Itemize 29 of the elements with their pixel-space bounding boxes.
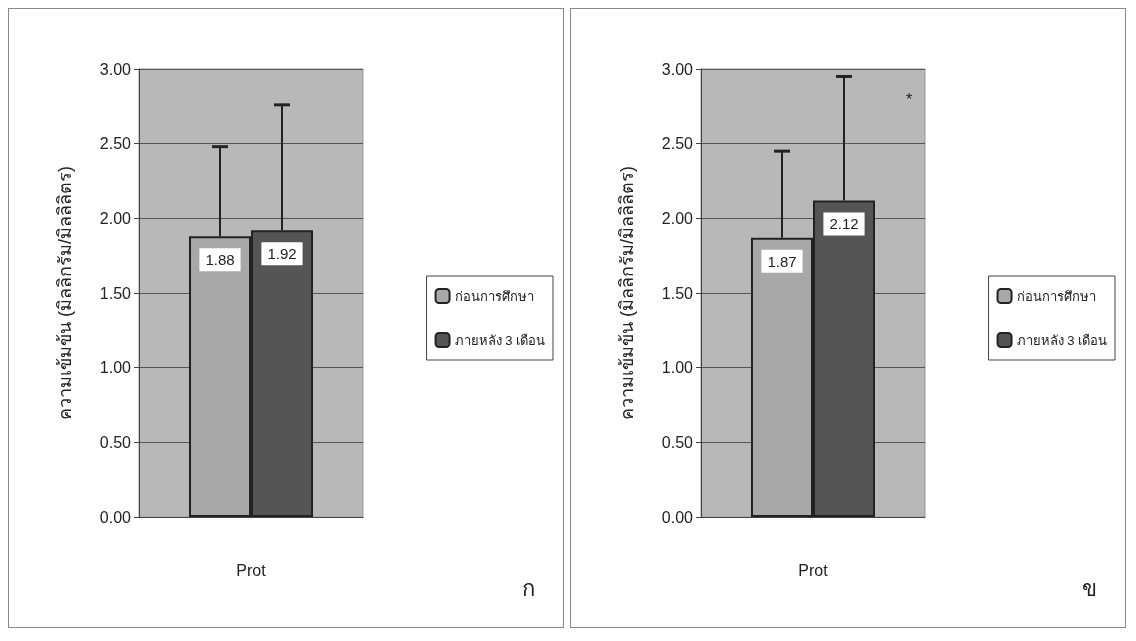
annotation: * [906,90,913,108]
y-tick-label: 2.00 [661,209,694,227]
data-label: 2.12 [829,215,859,233]
legend-label: ภายหลัง 3 เดือน [454,332,546,348]
y-tick-label: 2.00 [99,209,132,227]
y-tick-label: 0.50 [99,433,132,451]
y-tick-label: 3.00 [661,60,694,78]
y-tick-label: 3.00 [99,60,132,78]
x-tick-label: Prot [798,561,829,579]
y-tick-label: 0.00 [661,508,694,526]
y-tick-label: 1.00 [661,359,694,377]
legend-label: ภายหลัง 3 เดือน [1016,332,1108,348]
y-tick-label: 2.50 [661,135,694,153]
y-tick-label: 0.00 [99,508,132,526]
y-axis-title: ความเข้มข้น (มิลลิกรัม/มิลลิลิตร) [617,166,637,420]
legend-label: ก่อนการศึกษา [454,288,534,304]
data-label: 1.87 [767,252,797,270]
legend-label: ก่อนการศึกษา [1016,288,1096,304]
y-tick-label: 1.50 [99,284,132,302]
data-label: 1.88 [205,251,235,269]
y-tick-label: 2.50 [99,135,132,153]
text: ก [522,575,535,601]
y-axis-title: ความเข้มข้น (มิลลิกรัม/มิลลิลิตร) [55,166,75,420]
x-tick-label: Prot [236,561,267,579]
text: ข [1082,575,1097,601]
y-tick-label: 1.00 [99,359,132,377]
y-tick-label: 1.50 [661,284,694,302]
data-label: 1.92 [267,245,297,263]
y-tick-label: 0.50 [661,433,694,451]
